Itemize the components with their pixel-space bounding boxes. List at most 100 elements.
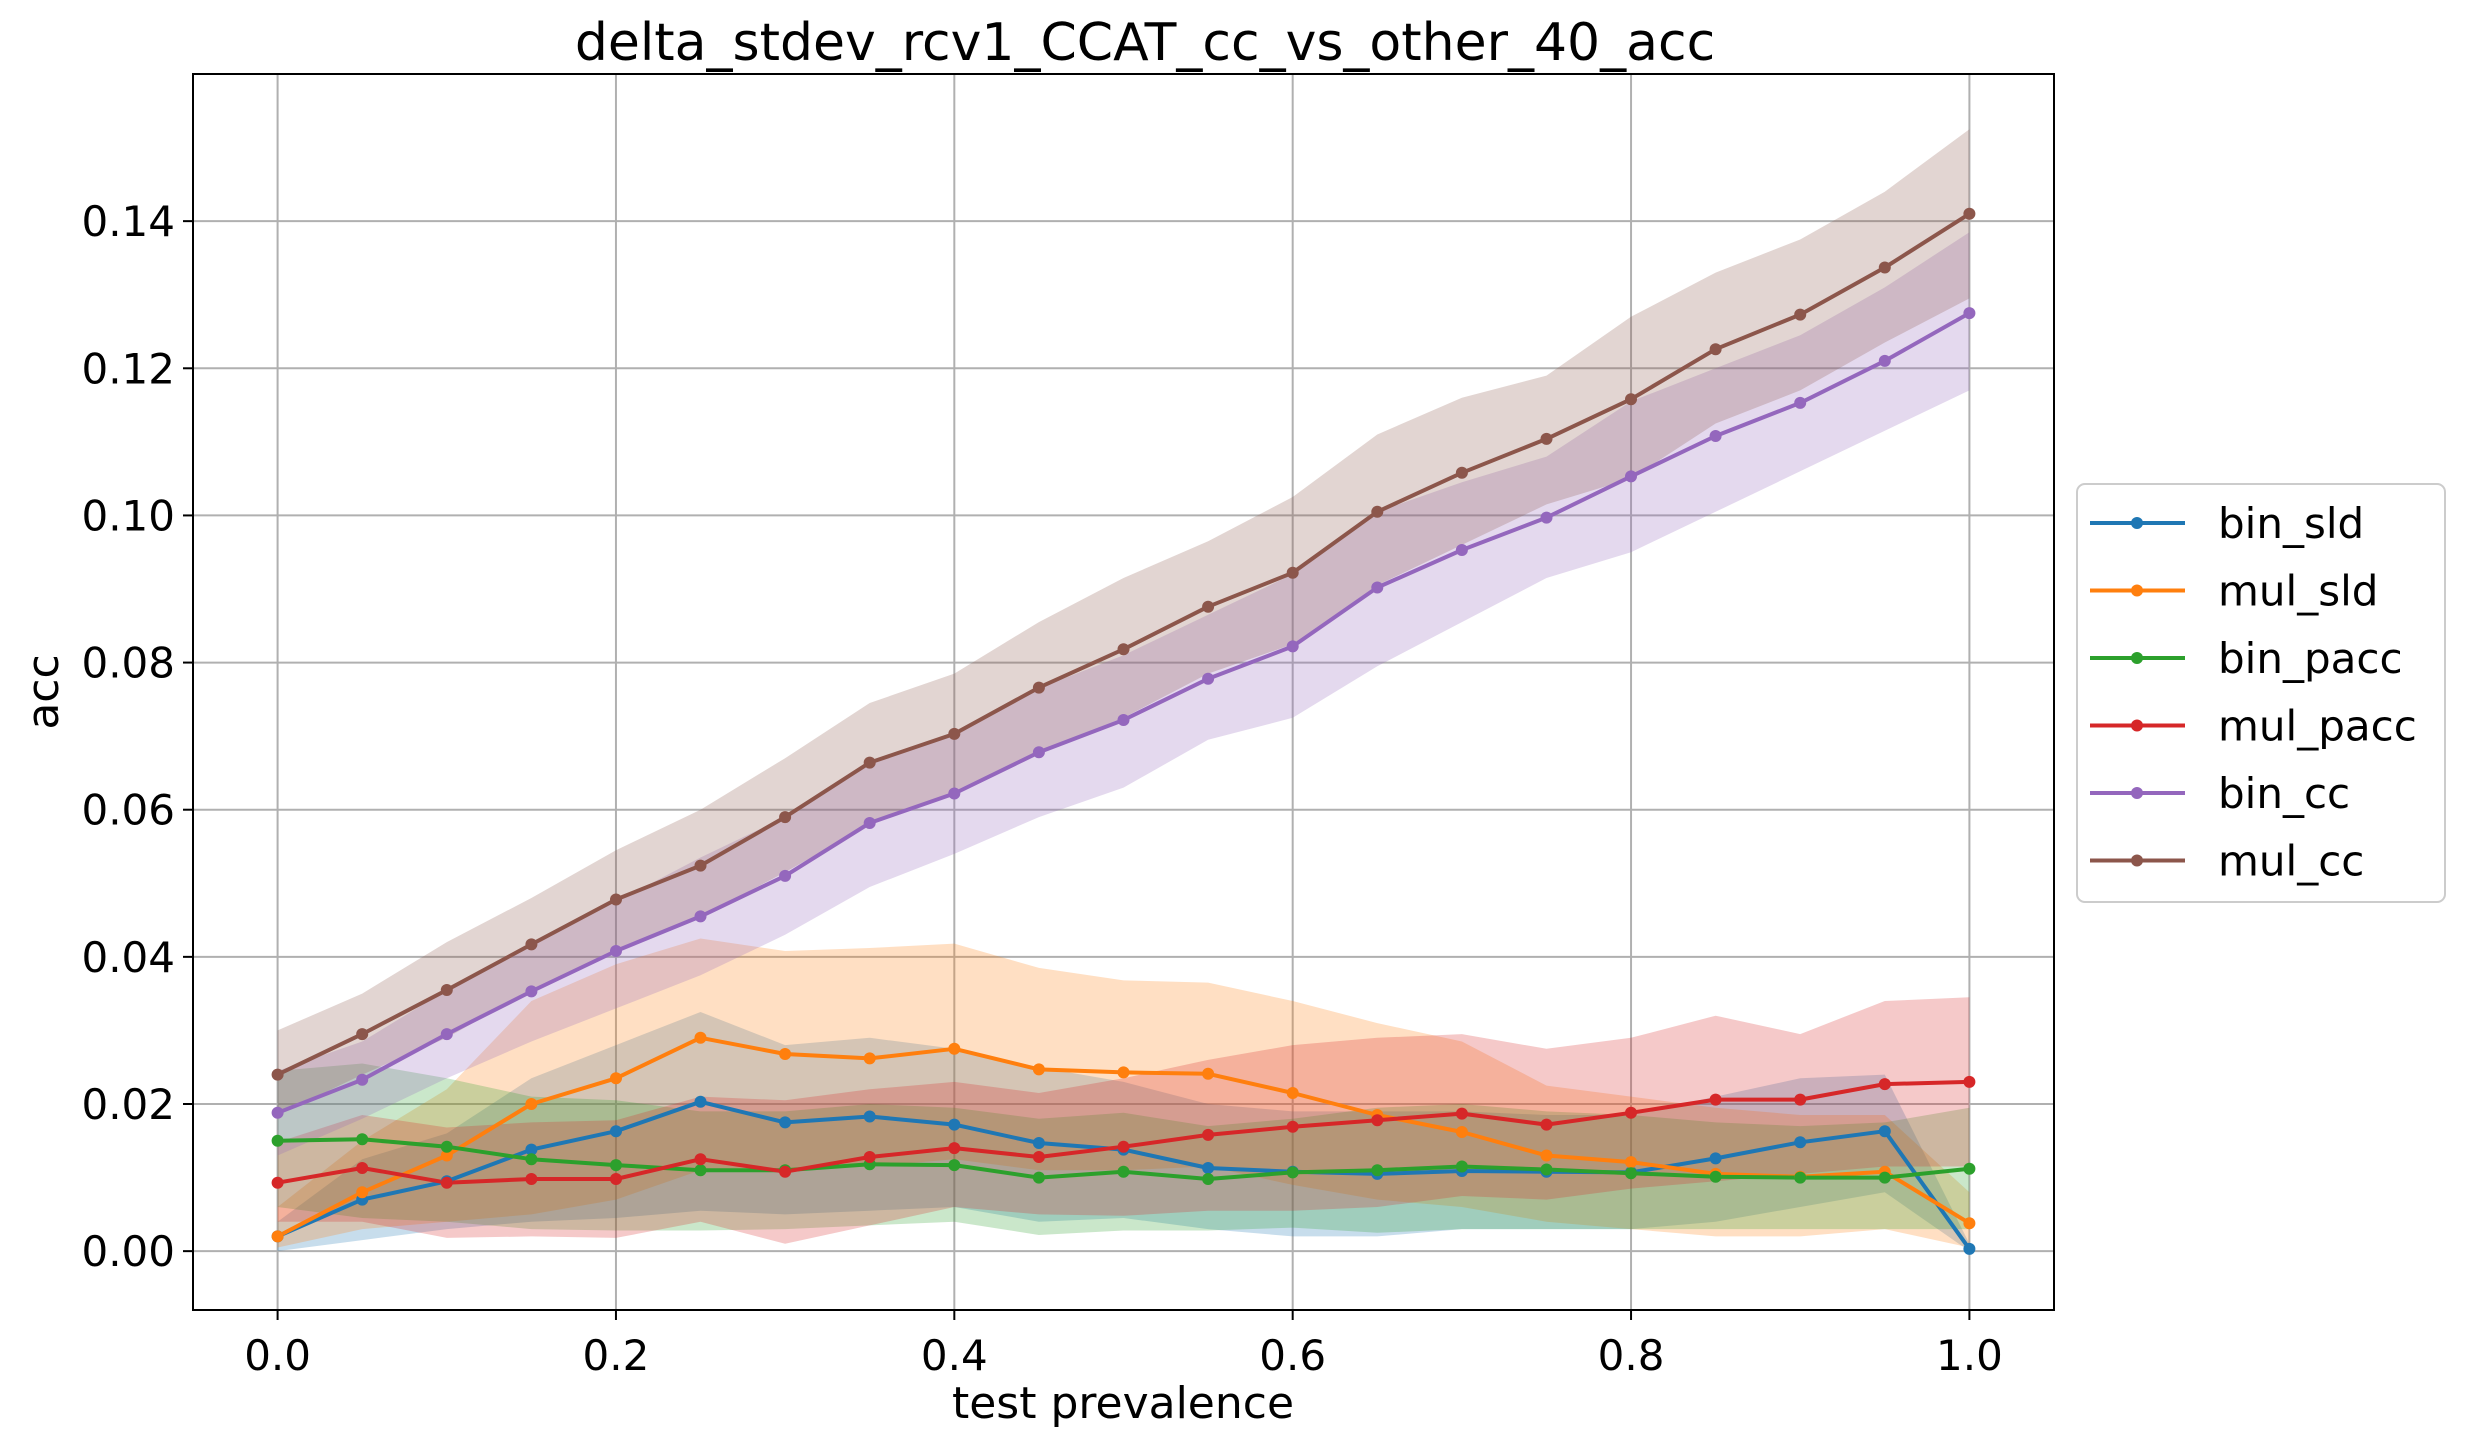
bin_cc-point <box>271 1106 284 1119</box>
y-tick-label: 0.04 <box>81 933 175 982</box>
x-tick-label: 0.6 <box>1259 1331 1326 1380</box>
y-tick-label: 0.14 <box>81 197 175 246</box>
legend-marker-mul_sld <box>2131 584 2143 597</box>
mul_pacc-point <box>1286 1120 1299 1133</box>
bin_cc-point <box>779 869 792 882</box>
mul_pacc-point <box>525 1173 538 1185</box>
mul_cc-point <box>1625 393 1637 406</box>
bin_cc-point <box>1371 581 1384 594</box>
mul_sld-point <box>694 1031 707 1044</box>
chart-title: delta_stdev_rcv1_CCAT_cc_vs_other_40_acc <box>575 13 1715 73</box>
bin_cc-point <box>1117 714 1130 726</box>
bin_cc-point <box>1286 640 1299 653</box>
mul_cc-point <box>1540 432 1553 445</box>
bin_sld-point <box>863 1110 876 1123</box>
legend-label-mul_sld: mul_sld <box>2218 567 2378 616</box>
bin_pacc-point <box>1371 1164 1384 1177</box>
bin_cc-point <box>1540 511 1553 524</box>
mul_sld-point <box>610 1072 622 1085</box>
bin_cc-point <box>694 910 707 923</box>
data-points <box>271 207 1976 1255</box>
mul_sld-point <box>1625 1156 1637 1169</box>
mul_cc-point <box>1878 261 1891 274</box>
bin_pacc-point <box>694 1164 707 1177</box>
bin_cc-point <box>610 945 622 957</box>
bin_pacc-point <box>1032 1171 1045 1184</box>
mul_sld-point <box>1540 1149 1553 1162</box>
y-axis-label: acc <box>18 654 69 729</box>
legend-label-bin_pacc: bin_pacc <box>2218 634 2403 683</box>
bin_cc-point <box>1794 396 1807 409</box>
mul_cc-point <box>694 859 707 872</box>
mul_cc-point <box>525 938 538 951</box>
mul_sld-point <box>863 1052 876 1065</box>
mul_pacc-point <box>1032 1151 1045 1163</box>
mul_sld-point <box>525 1098 538 1110</box>
legend-marker-bin_pacc <box>2131 652 2143 664</box>
x-axis-ticks: 0.0 0.2 0.4 0.6 0.8 1.0 <box>244 1310 2003 1380</box>
mul_sld-point <box>948 1042 961 1055</box>
bin_sld-point <box>1202 1162 1215 1174</box>
legend-item-bin_pacc: bin_pacc <box>2090 634 2403 683</box>
legend-item-mul_cc: mul_cc <box>2090 837 2364 886</box>
bin_sld-point <box>1032 1137 1045 1149</box>
mul_pacc-point <box>440 1176 453 1189</box>
mul_cc-point <box>271 1068 284 1081</box>
mul_cc-point <box>1709 343 1722 356</box>
bin_sld-point <box>610 1125 622 1138</box>
mul_pacc-point <box>1963 1075 1976 1088</box>
mul_pacc-point <box>694 1153 707 1166</box>
x-tick-label: 1.0 <box>1936 1331 2003 1380</box>
mul_pacc-band <box>277 997 1970 1244</box>
bin_cc-band <box>277 232 1970 1156</box>
x-axis-label: test prevalence <box>952 1378 1294 1429</box>
legend-item-bin_cc: bin_cc <box>2090 769 2350 818</box>
mul_cc-point <box>1371 505 1384 518</box>
y-tick-label: 0.08 <box>81 639 175 688</box>
mul_pacc-point <box>1540 1118 1553 1131</box>
x-tick-label: 0.4 <box>921 1331 988 1380</box>
legend-label-bin_sld: bin_sld <box>2218 499 2364 548</box>
mul_cc-point <box>948 727 961 740</box>
mul_cc-point <box>356 1028 369 1041</box>
mul_pacc-point <box>1371 1114 1384 1127</box>
bin_cc-point <box>863 817 876 829</box>
grid-lines <box>193 74 2054 1310</box>
mul_pacc-point <box>1878 1078 1891 1091</box>
mul_sld-point <box>1455 1126 1468 1138</box>
legend-label-mul_pacc: mul_pacc <box>2218 702 2417 751</box>
legend-label-mul_cc: mul_cc <box>2218 837 2364 886</box>
mul_pacc-point <box>1117 1140 1130 1153</box>
bin_pacc-point <box>1117 1165 1130 1178</box>
mul_pacc-point <box>610 1173 622 1185</box>
mul_pacc-point <box>1202 1128 1215 1141</box>
mul_pacc-point <box>1709 1093 1722 1106</box>
x-tick-label: 0.8 <box>1598 1331 1665 1380</box>
mul_cc-point <box>1202 600 1215 613</box>
mul_pacc-point <box>863 1151 876 1163</box>
legend-marker-mul_pacc <box>2131 719 2143 732</box>
mul_pacc-point <box>1625 1106 1637 1119</box>
bin_pacc-point <box>948 1159 961 1172</box>
legend-marker-bin_sld <box>2131 517 2143 529</box>
legend-item-mul_pacc: mul_pacc <box>2090 702 2417 751</box>
mul_cc-point <box>779 811 792 824</box>
y-tick-label: 0.10 <box>81 491 175 540</box>
mul_sld-point <box>271 1230 284 1243</box>
bin_cc-point <box>356 1073 369 1086</box>
y-axis-ticks: 0.00 0.02 0.04 0.06 0.08 0.10 0.12 0.14 <box>81 197 193 1276</box>
mul_pacc-point <box>948 1142 961 1155</box>
bin_sld-point <box>1963 1242 1976 1255</box>
legend-marker-bin_cc <box>2131 787 2143 799</box>
mul_cc-point <box>1794 308 1807 321</box>
bin_cc-point <box>1963 307 1976 320</box>
bin_cc-point <box>1032 746 1045 759</box>
mul_cc-point <box>1286 566 1299 579</box>
bin_pacc-point <box>440 1140 453 1153</box>
legend-item-bin_sld: bin_sld <box>2090 499 2364 548</box>
bin_pacc-point <box>1794 1171 1807 1184</box>
mul_cc-point <box>1963 207 1976 220</box>
legend-marker-mul_cc <box>2131 854 2143 867</box>
bin_pacc-point <box>525 1153 538 1166</box>
